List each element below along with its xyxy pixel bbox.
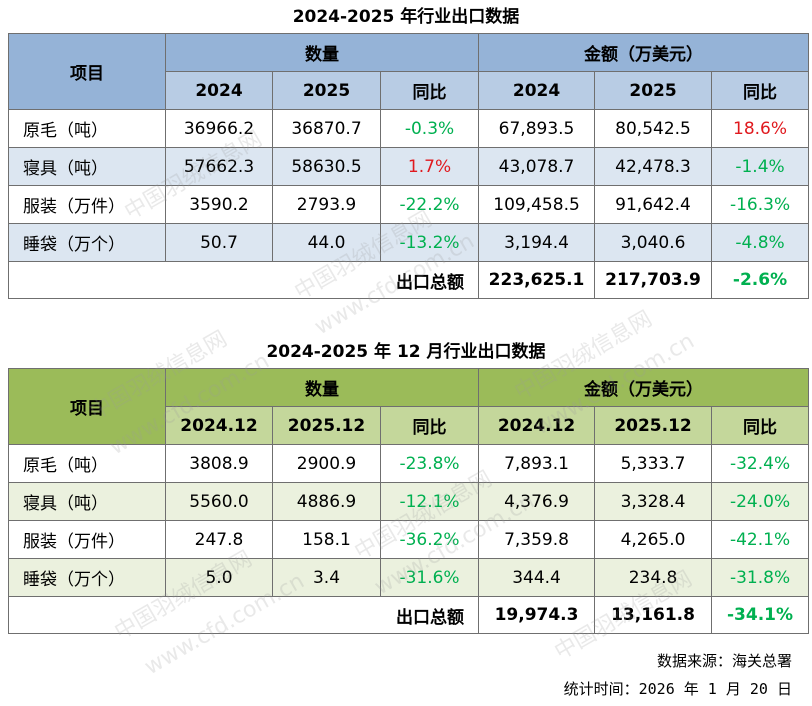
total-amt-2025: 217,703.9 bbox=[594, 261, 713, 299]
qty-2024-cell: 36966.2 bbox=[165, 109, 273, 148]
item-header: 项目 bbox=[8, 368, 166, 445]
table-row: 服装（万件） 247.8 158.1 -36.2% 7,359.8 4,265.… bbox=[8, 520, 810, 559]
amt-yoy-cell: -32.4% bbox=[711, 444, 810, 483]
qty-2024-cell: 3590.2 bbox=[165, 185, 273, 224]
item-cell: 寝具（吨） bbox=[8, 147, 166, 186]
qty-2025-cell: 2900.9 bbox=[272, 444, 381, 483]
amt-2024-cell: 67,893.5 bbox=[478, 109, 596, 148]
qty-2024-cell: 57662.3 bbox=[165, 147, 273, 186]
amt-2025-cell: 3,328.4 bbox=[594, 482, 713, 521]
total-amt-2025: 13,161.8 bbox=[594, 596, 713, 634]
sub-header: 2024.12 bbox=[165, 406, 273, 445]
amt-2025-cell: 5,333.7 bbox=[594, 444, 713, 483]
annual-export-table: 项目 数量 金额（万美元） 2024 2025 同比 2024 2025 同比 … bbox=[7, 33, 810, 299]
table-row: 睡袋（万个） 50.7 44.0 -13.2% 3,194.4 3,040.6 … bbox=[8, 223, 810, 262]
amt-2024-cell: 43,078.7 bbox=[478, 147, 596, 186]
item-cell: 原毛（吨） bbox=[8, 109, 166, 148]
total-amt-yoy: -2.6% bbox=[711, 261, 810, 299]
item-header: 项目 bbox=[8, 33, 166, 110]
amt-2025-cell: 42,478.3 bbox=[594, 147, 713, 186]
qty-2025-cell: 36870.7 bbox=[272, 109, 381, 148]
sub-header: 同比 bbox=[711, 71, 810, 110]
item-cell: 服装（万件） bbox=[8, 185, 166, 224]
qty-yoy-cell: -13.2% bbox=[379, 223, 480, 262]
sub-header: 2024.12 bbox=[478, 406, 596, 445]
amt-2024-cell: 4,376.9 bbox=[478, 482, 596, 521]
table-row: 原毛（吨） 36966.2 36870.7 -0.3% 67,893.5 80,… bbox=[8, 109, 810, 148]
table-row: 睡袋（万个） 5.0 3.4 -31.6% 344.4 234.8 -31.8% bbox=[8, 558, 810, 597]
amt-2025-cell: 234.8 bbox=[594, 558, 713, 597]
item-cell: 服装（万件） bbox=[8, 520, 166, 559]
quantity-header: 数量 bbox=[164, 33, 480, 72]
table-row: 原毛（吨） 3808.9 2900.9 -23.8% 7,893.1 5,333… bbox=[8, 444, 810, 483]
qty-yoy-cell: -0.3% bbox=[379, 109, 480, 148]
table2-title: 2024-2025 年 12 月行业出口数据 bbox=[266, 342, 546, 362]
december-export-table: 项目 数量 金额（万美元） 2024.12 2025.12 同比 2024.12… bbox=[7, 368, 810, 634]
sub-header: 2025 bbox=[594, 71, 713, 110]
total-amt-2024: 19,974.3 bbox=[478, 596, 596, 634]
amt-yoy-cell: -4.8% bbox=[711, 223, 810, 262]
sub-header: 同比 bbox=[711, 406, 810, 445]
qty-yoy-cell: 1.7% bbox=[379, 147, 480, 186]
quantity-header: 数量 bbox=[164, 368, 480, 407]
qty-2025-cell: 158.1 bbox=[272, 520, 381, 559]
amt-yoy-cell: -16.3% bbox=[711, 185, 810, 224]
qty-2024-cell: 3808.9 bbox=[165, 444, 273, 483]
sub-header: 2024 bbox=[478, 71, 596, 110]
sub-header: 2024 bbox=[165, 71, 273, 110]
statistics-time: 统计时间：2026 年 1 月 20 日 bbox=[563, 680, 792, 698]
item-cell: 睡袋（万个） bbox=[8, 223, 166, 262]
qty-yoy-cell: -12.1% bbox=[379, 482, 480, 521]
amount-header: 金额（万美元） bbox=[478, 33, 810, 72]
amt-yoy-cell: -42.1% bbox=[711, 520, 810, 559]
amt-2025-cell: 91,642.4 bbox=[594, 185, 713, 224]
total-amt-yoy: -34.1% bbox=[711, 596, 810, 634]
amt-yoy-cell: -1.4% bbox=[711, 147, 810, 186]
qty-2025-cell: 4886.9 bbox=[272, 482, 381, 521]
item-cell: 原毛（吨） bbox=[8, 444, 166, 483]
qty-yoy-cell: -36.2% bbox=[379, 520, 480, 559]
table-row: 寝具（吨） 5560.0 4886.9 -12.1% 4,376.9 3,328… bbox=[8, 482, 810, 521]
amt-2025-cell: 4,265.0 bbox=[594, 520, 713, 559]
amt-yoy-cell: -24.0% bbox=[711, 482, 810, 521]
qty-2025-cell: 2793.9 bbox=[272, 185, 381, 224]
table1-title: 2024-2025 年行业出口数据 bbox=[292, 7, 520, 27]
amt-2025-cell: 80,542.5 bbox=[594, 109, 713, 148]
amt-2024-cell: 109,458.5 bbox=[478, 185, 596, 224]
amt-2024-cell: 344.4 bbox=[478, 558, 596, 597]
qty-yoy-cell: -31.6% bbox=[379, 558, 480, 597]
amount-header: 金额（万美元） bbox=[478, 368, 810, 407]
qty-2025-cell: 3.4 bbox=[272, 558, 381, 597]
item-cell: 寝具（吨） bbox=[8, 482, 166, 521]
data-source: 数据来源：海关总署 bbox=[656, 652, 792, 670]
sub-header: 2025.12 bbox=[272, 406, 381, 445]
qty-2024-cell: 247.8 bbox=[165, 520, 273, 559]
qty-2024-cell: 50.7 bbox=[165, 223, 273, 262]
sub-header: 2025 bbox=[272, 71, 381, 110]
qty-yoy-cell: -22.2% bbox=[379, 185, 480, 224]
amt-2024-cell: 7,893.1 bbox=[478, 444, 596, 483]
table-row: 寝具（吨） 57662.3 58630.5 1.7% 43,078.7 42,4… bbox=[8, 147, 810, 186]
qty-2025-cell: 58630.5 bbox=[272, 147, 381, 186]
sub-header: 同比 bbox=[379, 71, 480, 110]
qty-2025-cell: 44.0 bbox=[272, 223, 381, 262]
amt-2025-cell: 3,040.6 bbox=[594, 223, 713, 262]
sub-header: 2025.12 bbox=[594, 406, 713, 445]
table-row: 服装（万件） 3590.2 2793.9 -22.2% 109,458.5 91… bbox=[8, 185, 810, 224]
amt-yoy-cell: -31.8% bbox=[711, 558, 810, 597]
total-amt-2024: 223,625.1 bbox=[478, 261, 596, 299]
item-cell: 睡袋（万个） bbox=[8, 558, 166, 597]
total-label: 出口总额 bbox=[7, 261, 480, 299]
qty-2024-cell: 5560.0 bbox=[165, 482, 273, 521]
sub-header: 同比 bbox=[379, 406, 480, 445]
amt-2024-cell: 7,359.8 bbox=[478, 520, 596, 559]
qty-2024-cell: 5.0 bbox=[165, 558, 273, 597]
amt-2024-cell: 3,194.4 bbox=[478, 223, 596, 262]
qty-yoy-cell: -23.8% bbox=[379, 444, 480, 483]
total-row: 出口总额 223,625.1 217,703.9 -2.6% bbox=[7, 261, 810, 299]
total-row: 出口总额 19,974.3 13,161.8 -34.1% bbox=[7, 596, 810, 634]
amt-yoy-cell: 18.6% bbox=[711, 109, 810, 148]
total-label: 出口总额 bbox=[7, 596, 480, 634]
